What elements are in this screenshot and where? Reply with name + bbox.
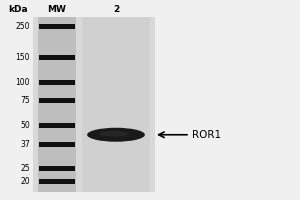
Bar (33, 17, 155, 192)
Bar (39, 80, 75, 85)
Text: 75: 75 (20, 96, 30, 105)
Text: 2: 2 (113, 4, 119, 14)
Text: 150: 150 (16, 53, 30, 62)
Bar (38, 17, 76, 192)
Text: 25: 25 (20, 164, 30, 173)
Text: 250: 250 (16, 22, 30, 31)
Bar (39, 24, 75, 29)
Ellipse shape (87, 128, 145, 142)
Bar (39, 55, 75, 60)
Ellipse shape (100, 131, 128, 137)
Bar (39, 98, 75, 103)
Bar (39, 166, 75, 171)
Text: 50: 50 (20, 121, 30, 130)
Text: MW: MW (48, 4, 66, 14)
Bar (39, 142, 75, 147)
Text: 100: 100 (16, 78, 30, 87)
Bar (39, 123, 75, 128)
Text: ROR1: ROR1 (192, 130, 221, 140)
Text: 37: 37 (20, 140, 30, 149)
Text: 20: 20 (20, 177, 30, 186)
Bar (82, 17, 150, 192)
Text: kDa: kDa (8, 4, 28, 14)
Bar (39, 179, 75, 184)
